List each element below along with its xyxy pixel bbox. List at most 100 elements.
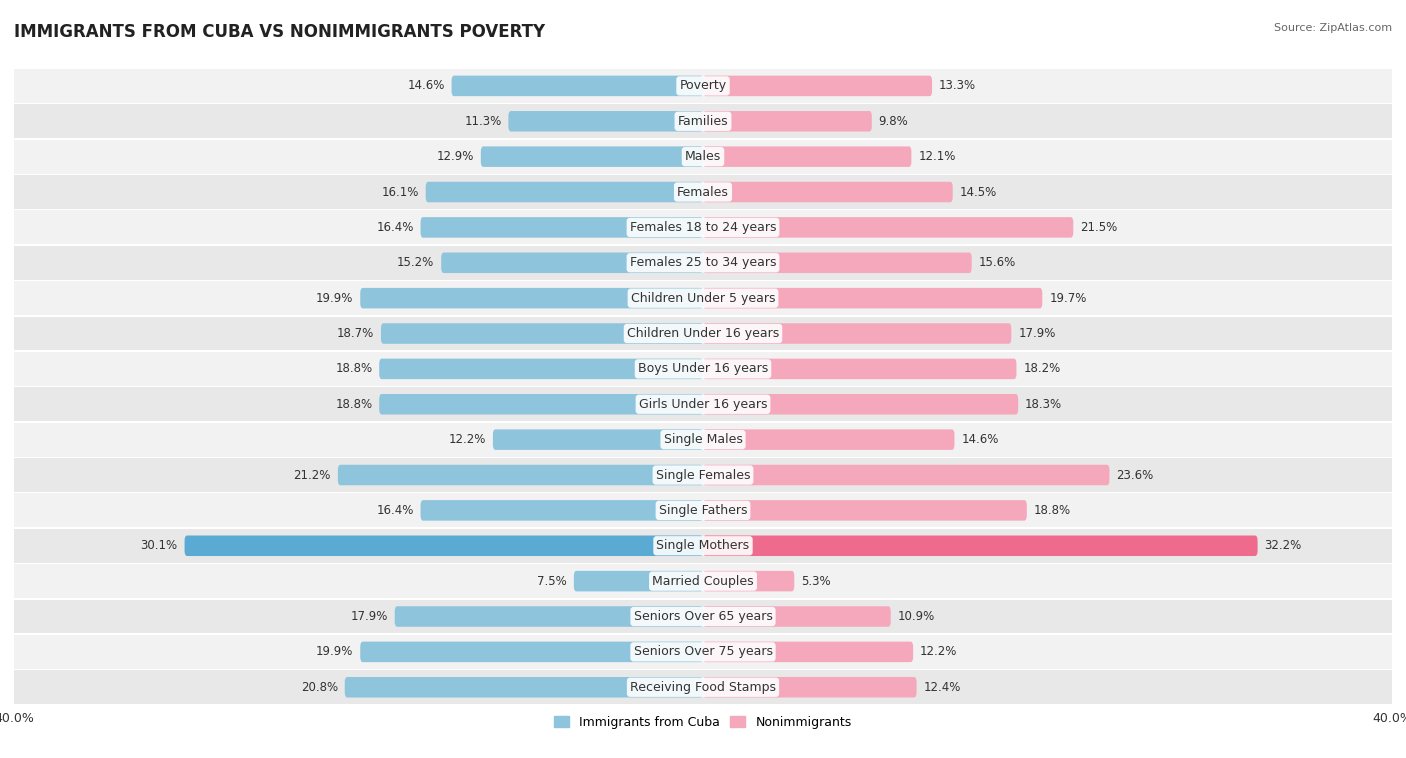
Text: Source: ZipAtlas.com: Source: ZipAtlas.com — [1274, 23, 1392, 33]
Text: Single Males: Single Males — [664, 433, 742, 446]
Text: Females 25 to 34 years: Females 25 to 34 years — [630, 256, 776, 269]
FancyBboxPatch shape — [703, 111, 872, 132]
Text: Families: Families — [678, 114, 728, 128]
Text: 17.9%: 17.9% — [350, 610, 388, 623]
FancyBboxPatch shape — [420, 500, 703, 521]
FancyBboxPatch shape — [344, 677, 703, 697]
Text: Poverty: Poverty — [679, 80, 727, 92]
FancyBboxPatch shape — [703, 641, 912, 662]
FancyBboxPatch shape — [481, 146, 703, 167]
FancyBboxPatch shape — [420, 217, 703, 238]
Bar — [14, 352, 1392, 386]
Text: Seniors Over 75 years: Seniors Over 75 years — [634, 645, 772, 659]
Bar — [14, 281, 1392, 315]
Bar — [14, 317, 1392, 350]
Text: 20.8%: 20.8% — [301, 681, 337, 694]
Text: Boys Under 16 years: Boys Under 16 years — [638, 362, 768, 375]
Text: 14.6%: 14.6% — [408, 80, 444, 92]
Legend: Immigrants from Cuba, Nonimmigrants: Immigrants from Cuba, Nonimmigrants — [550, 711, 856, 734]
FancyBboxPatch shape — [703, 182, 953, 202]
Text: 18.8%: 18.8% — [335, 362, 373, 375]
Bar — [14, 670, 1392, 704]
Bar — [14, 635, 1392, 669]
FancyBboxPatch shape — [703, 217, 1073, 238]
Text: 32.2%: 32.2% — [1264, 539, 1302, 553]
FancyBboxPatch shape — [703, 394, 1018, 415]
Text: 12.4%: 12.4% — [924, 681, 960, 694]
Bar — [14, 564, 1392, 598]
Text: 10.9%: 10.9% — [897, 610, 935, 623]
FancyBboxPatch shape — [184, 535, 703, 556]
Text: 19.9%: 19.9% — [316, 645, 353, 659]
Text: Married Couples: Married Couples — [652, 575, 754, 587]
FancyBboxPatch shape — [703, 146, 911, 167]
FancyBboxPatch shape — [574, 571, 703, 591]
Text: 14.6%: 14.6% — [962, 433, 998, 446]
Text: 15.6%: 15.6% — [979, 256, 1015, 269]
Text: 5.3%: 5.3% — [801, 575, 831, 587]
FancyBboxPatch shape — [360, 288, 703, 309]
FancyBboxPatch shape — [426, 182, 703, 202]
FancyBboxPatch shape — [337, 465, 703, 485]
Text: Females: Females — [678, 186, 728, 199]
Bar — [14, 175, 1392, 209]
Text: 12.1%: 12.1% — [918, 150, 956, 163]
Text: Children Under 5 years: Children Under 5 years — [631, 292, 775, 305]
Text: 18.2%: 18.2% — [1024, 362, 1060, 375]
FancyBboxPatch shape — [360, 641, 703, 662]
Text: 16.4%: 16.4% — [377, 221, 413, 234]
FancyBboxPatch shape — [381, 323, 703, 344]
Text: 14.5%: 14.5% — [960, 186, 997, 199]
Text: 21.2%: 21.2% — [294, 468, 330, 481]
Text: 16.1%: 16.1% — [381, 186, 419, 199]
Bar — [14, 458, 1392, 492]
Text: 18.8%: 18.8% — [1033, 504, 1071, 517]
FancyBboxPatch shape — [703, 288, 1042, 309]
FancyBboxPatch shape — [441, 252, 703, 273]
Bar — [14, 105, 1392, 138]
FancyBboxPatch shape — [703, 677, 917, 697]
FancyBboxPatch shape — [451, 76, 703, 96]
Text: 18.3%: 18.3% — [1025, 398, 1062, 411]
Text: 17.9%: 17.9% — [1018, 327, 1056, 340]
Bar — [14, 600, 1392, 634]
FancyBboxPatch shape — [703, 76, 932, 96]
Text: Girls Under 16 years: Girls Under 16 years — [638, 398, 768, 411]
Text: 12.2%: 12.2% — [449, 433, 486, 446]
Bar — [14, 69, 1392, 103]
FancyBboxPatch shape — [703, 252, 972, 273]
FancyBboxPatch shape — [703, 535, 1257, 556]
FancyBboxPatch shape — [703, 571, 794, 591]
Text: 21.5%: 21.5% — [1080, 221, 1118, 234]
Text: IMMIGRANTS FROM CUBA VS NONIMMIGRANTS POVERTY: IMMIGRANTS FROM CUBA VS NONIMMIGRANTS PO… — [14, 23, 546, 41]
Text: Single Mothers: Single Mothers — [657, 539, 749, 553]
Bar — [14, 211, 1392, 244]
Text: 15.2%: 15.2% — [396, 256, 434, 269]
Text: Males: Males — [685, 150, 721, 163]
Bar — [14, 529, 1392, 562]
Text: Seniors Over 65 years: Seniors Over 65 years — [634, 610, 772, 623]
Text: 9.8%: 9.8% — [879, 114, 908, 128]
Text: 18.7%: 18.7% — [337, 327, 374, 340]
FancyBboxPatch shape — [509, 111, 703, 132]
FancyBboxPatch shape — [494, 429, 703, 450]
FancyBboxPatch shape — [703, 606, 891, 627]
FancyBboxPatch shape — [703, 323, 1011, 344]
Text: 12.2%: 12.2% — [920, 645, 957, 659]
Text: 16.4%: 16.4% — [377, 504, 413, 517]
Text: 23.6%: 23.6% — [1116, 468, 1153, 481]
Text: 19.7%: 19.7% — [1049, 292, 1087, 305]
FancyBboxPatch shape — [703, 359, 1017, 379]
Text: 18.8%: 18.8% — [335, 398, 373, 411]
Bar — [14, 139, 1392, 174]
FancyBboxPatch shape — [703, 429, 955, 450]
FancyBboxPatch shape — [703, 465, 1109, 485]
Text: 19.9%: 19.9% — [316, 292, 353, 305]
Text: 13.3%: 13.3% — [939, 80, 976, 92]
Text: Single Fathers: Single Fathers — [659, 504, 747, 517]
Text: 11.3%: 11.3% — [464, 114, 502, 128]
Bar — [14, 246, 1392, 280]
Bar — [14, 493, 1392, 528]
FancyBboxPatch shape — [380, 359, 703, 379]
FancyBboxPatch shape — [380, 394, 703, 415]
